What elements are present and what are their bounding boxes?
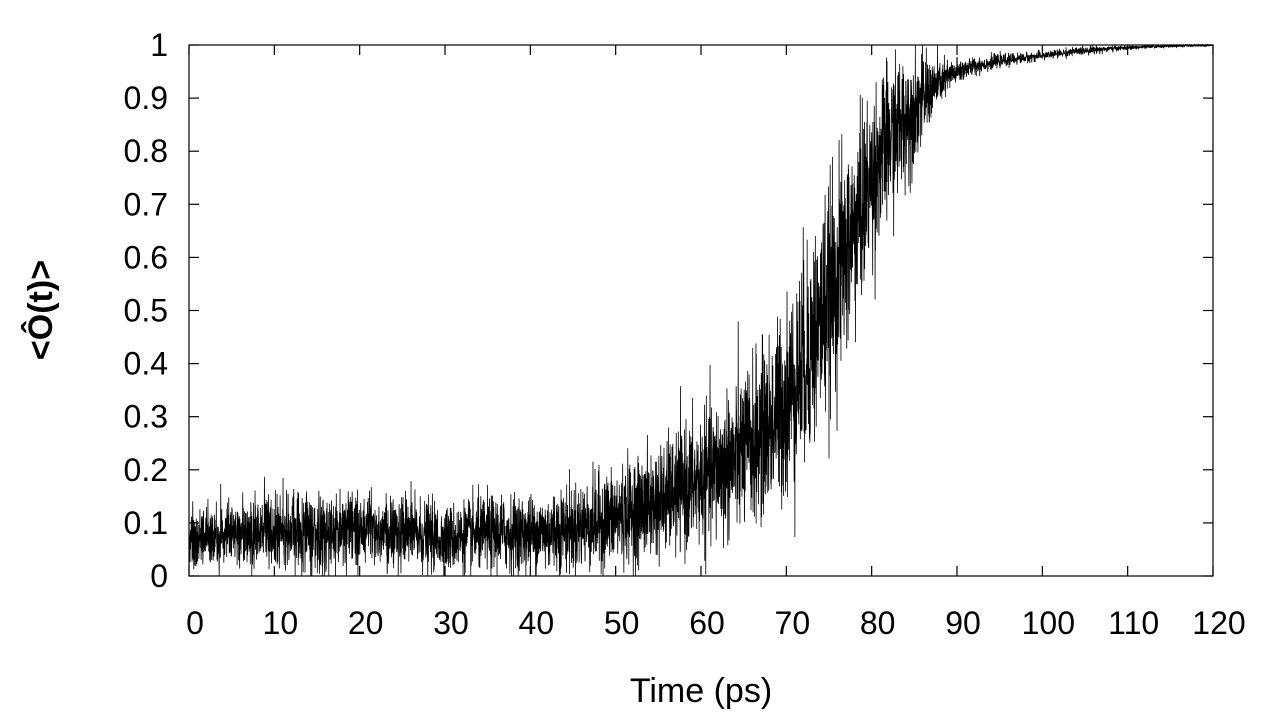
x-tick-label: 100 <box>1022 605 1075 641</box>
y-tick-label: 0.4 <box>124 346 168 382</box>
x-tick-label: 20 <box>348 605 384 641</box>
y-tick-label: 0.6 <box>124 239 168 275</box>
x-tick-label: 30 <box>433 605 469 641</box>
y-tick-label: 0.7 <box>124 186 168 222</box>
x-axis-title: Time (ps) <box>630 672 772 710</box>
y-axis-title: <Ô(t)> <box>21 260 60 360</box>
y-tick-label: 0.2 <box>124 452 168 488</box>
y-tick-label: 0.3 <box>124 399 168 435</box>
x-tick-label: 50 <box>604 605 640 641</box>
x-tick-label: 10 <box>263 605 299 641</box>
x-tick-label: 0 <box>186 605 204 641</box>
labels-layer: 0 10 20 30 40 50 60 70 80 90 100 110 120 0 0.1 0.2 0.3 0.… <box>124 27 1246 641</box>
x-tick-label: 60 <box>689 605 725 641</box>
series-line <box>188 43 1214 577</box>
y-tick-label: 0.5 <box>124 293 168 329</box>
y-tick-label: 0.1 <box>124 505 168 541</box>
y-tick-label: 1 <box>150 27 168 63</box>
y-tick-label: 0.9 <box>124 80 168 116</box>
ticks-layer <box>188 44 1214 577</box>
x-tick-label: 70 <box>775 605 811 641</box>
x-tick-label: 110 <box>1108 605 1159 641</box>
x-tick-label: 120 <box>1192 605 1245 641</box>
y-tick-label: 0.8 <box>124 133 168 169</box>
y-tick-label: 0 <box>150 558 168 594</box>
series-layer <box>188 43 1214 577</box>
x-tick-label: 90 <box>945 605 981 641</box>
x-tick-label: 80 <box>860 605 896 641</box>
x-tick-label: 40 <box>519 605 555 641</box>
